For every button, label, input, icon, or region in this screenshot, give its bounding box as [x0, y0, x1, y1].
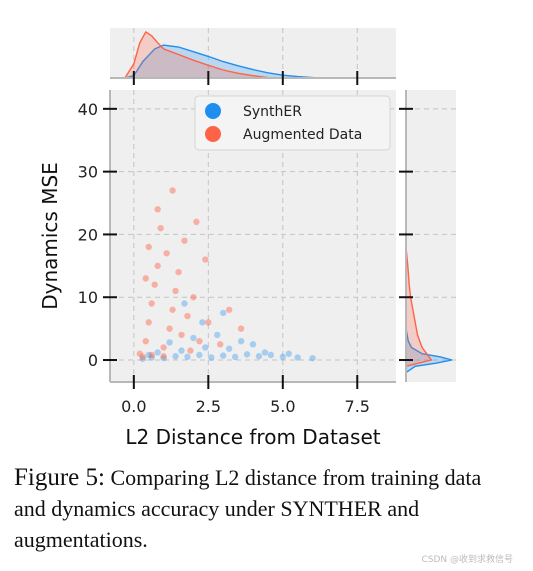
y-tick-label: 10: [78, 288, 98, 307]
legend-marker-synther: [205, 103, 221, 119]
synther-point: [214, 331, 221, 339]
augmented-point: [187, 347, 194, 354]
right-kde-line-augmented: [405, 246, 433, 367]
legend-label-synther: SynthER: [243, 104, 302, 120]
synther-point: [285, 350, 292, 357]
synther-point: [190, 334, 197, 342]
augmented-point: [145, 319, 152, 326]
augmented-point: [196, 337, 203, 345]
legend-box: [194, 95, 391, 151]
caption-text-1: Comparing L2 distance from training data…: [14, 465, 482, 521]
augmented-point: [205, 319, 212, 326]
augmented-point: [178, 331, 185, 339]
synther-point: [160, 354, 167, 362]
augmented-point: [225, 306, 233, 313]
figure-number: Figure 5:: [14, 464, 105, 491]
marginal-kde-curves: [124, 31, 453, 374]
synther-point: [279, 353, 286, 361]
caption-synther-er: ER: [353, 496, 382, 521]
augmented-point: [139, 353, 146, 361]
augmented-point: [163, 250, 170, 257]
synther-point: [202, 344, 209, 351]
synther-point: [237, 337, 245, 345]
right-kde-line-synther: [405, 328, 453, 374]
synther-point: [139, 355, 146, 362]
synther-point: [255, 353, 263, 360]
augmented-point: [157, 224, 164, 232]
synther-point: [231, 353, 239, 361]
figure-caption: Figure 5: Comparing L2 distance from tra…: [14, 464, 482, 552]
top-kde-fill-augmented: [124, 32, 271, 78]
augmented-point: [202, 256, 209, 263]
y-axis-label: Dynamics MSE: [38, 162, 62, 310]
augmented-point: [160, 344, 167, 351]
augmented-point: [160, 353, 167, 360]
augmented-point: [145, 243, 152, 251]
synther-point: [225, 345, 233, 352]
synther-point: [220, 352, 227, 359]
synther-point: [145, 351, 152, 359]
synther-point: [154, 349, 161, 356]
synther-point: [166, 339, 173, 346]
augmented-point: [190, 294, 197, 301]
augmented-point: [136, 350, 143, 357]
synther-point: [196, 351, 203, 359]
synther-point: [309, 354, 316, 362]
scatter-points: [136, 187, 316, 362]
x-axis-label: L2 Distance from Dataset: [125, 425, 380, 449]
augmented-point: [169, 187, 176, 194]
synther-point: [294, 354, 301, 361]
augmented-point: [151, 281, 158, 288]
synther-point: [261, 349, 269, 356]
synther-point: [208, 354, 215, 361]
augmented-point: [237, 325, 245, 332]
y-tick-label: 40: [78, 100, 98, 119]
top-kde-line-augmented: [124, 31, 271, 79]
synther-point: [172, 353, 179, 360]
augmented-point: [217, 341, 224, 348]
augmented-point: [166, 325, 173, 332]
synther-point: [184, 353, 191, 361]
synther-point: [220, 309, 227, 317]
augmented-point: [154, 206, 161, 213]
augmented-point: [148, 351, 155, 359]
x-tick-label: 2.5: [196, 397, 221, 416]
caption-synther-smallcaps: YNTH: [292, 496, 354, 521]
synther-point: [181, 300, 188, 307]
synther-point: [199, 319, 206, 326]
y-tick-label: 30: [78, 163, 98, 182]
x-tick-label: 0.0: [121, 397, 146, 416]
legend-marker-augmented: [205, 126, 221, 142]
y-tick-label: 0: [88, 351, 98, 370]
x-tick-label: 7.5: [345, 397, 370, 416]
augmented-point: [193, 218, 200, 226]
legend: SynthER Augmented Data: [194, 95, 391, 151]
legend-label-augmented: Augmented Data: [243, 127, 362, 143]
synther-point: [267, 351, 275, 359]
y-tick-label: 20: [78, 225, 98, 244]
augmented-point: [142, 337, 149, 345]
augmented-point: [148, 300, 155, 307]
augmented-point: [181, 237, 188, 244]
right-kde-fill-augmented: [406, 247, 432, 367]
synther-point: [249, 341, 257, 348]
x-tick-label: 5.0: [270, 397, 295, 416]
augmented-point: [184, 312, 191, 320]
watermark: CSDN @收到求救信号: [421, 555, 513, 565]
augmented-point: [154, 262, 161, 270]
synther-point: [243, 351, 251, 358]
joint-plot-figure: 0.0 2.5 5.0 7.5 0 10 20 30 40 SynthER Augmented …: [38, 28, 456, 449]
synther-point: [148, 354, 155, 361]
right-marginal-background: [406, 90, 456, 382]
augmented-point: [172, 287, 179, 295]
augmented-point: [142, 275, 149, 282]
top-kde-line-synther: [124, 44, 319, 79]
augmented-point: [169, 306, 176, 313]
caption-text-2: and augmentations.: [14, 496, 420, 552]
synther-point: [178, 347, 185, 354]
augmented-point: [175, 268, 182, 276]
axes: 0.0 2.5 5.0 7.5 0 10 20 30 40: [78, 71, 413, 416]
